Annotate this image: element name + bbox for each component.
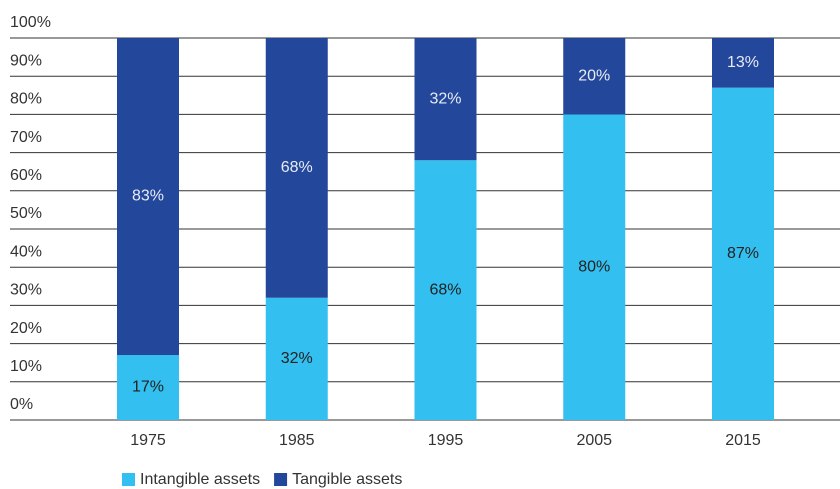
- bar-segment: [414, 38, 477, 161]
- y-tick-label: 50%: [10, 205, 42, 222]
- bar-segment: [265, 297, 328, 420]
- bar-segment: [712, 87, 774, 420]
- legend-label: Intangible assets: [140, 471, 260, 488]
- bar-segment: [117, 355, 179, 420]
- legend-label: Tangible assets: [292, 471, 402, 488]
- y-tick-label: 100%: [10, 14, 51, 31]
- y-tick-label: 90%: [10, 52, 42, 69]
- y-tick-label: 30%: [10, 282, 42, 299]
- y-tick-label: 70%: [10, 129, 42, 146]
- value-label: 32%: [429, 90, 461, 107]
- y-tick-label: 40%: [10, 243, 42, 260]
- value-label: 13%: [727, 54, 759, 71]
- value-label: 17%: [132, 379, 164, 396]
- value-label: 68%: [429, 281, 461, 298]
- y-tick-label: 80%: [10, 91, 42, 108]
- x-tick-label: 2015: [725, 432, 761, 449]
- value-label: 32%: [281, 350, 313, 367]
- bar-segment: [563, 38, 626, 115]
- x-tick-label: 1995: [428, 432, 464, 449]
- y-tick-label: 20%: [10, 320, 42, 337]
- value-label: 20%: [578, 67, 610, 84]
- value-label: 83%: [132, 188, 164, 205]
- bar-segment: [414, 160, 477, 421]
- bar-segment: [563, 114, 626, 421]
- y-tick-label: 0%: [10, 396, 33, 413]
- x-tick-label: 2005: [576, 432, 612, 449]
- value-label: 80%: [578, 258, 610, 275]
- y-tick-label: 60%: [10, 167, 42, 184]
- bar-segment: [265, 38, 328, 298]
- value-label: 87%: [727, 245, 759, 262]
- bar-segment: [712, 38, 774, 88]
- y-tick-label: 10%: [10, 358, 42, 375]
- value-label: 68%: [281, 159, 313, 176]
- legend-swatch: [122, 473, 135, 486]
- bar-segment: [117, 38, 179, 356]
- x-tick-label: 1975: [130, 432, 166, 449]
- x-tick-label: 1985: [279, 432, 315, 449]
- legend-swatch: [274, 473, 288, 486]
